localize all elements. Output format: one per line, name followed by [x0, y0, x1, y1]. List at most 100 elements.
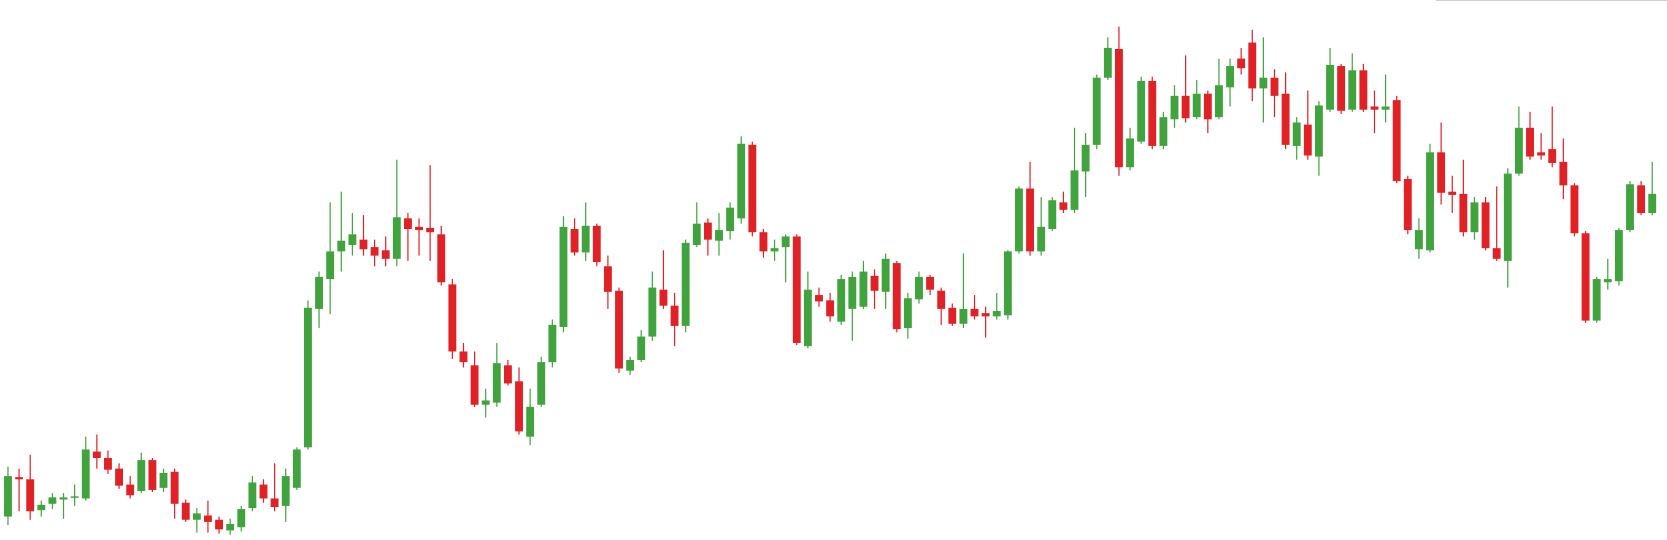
candle-body	[1648, 193, 1657, 214]
candle-body	[192, 513, 201, 520]
candle-body	[526, 406, 535, 437]
candle-body	[259, 484, 268, 499]
candle-body	[1426, 152, 1434, 251]
candle-body	[715, 230, 723, 241]
candle-body	[392, 217, 401, 259]
candle-body	[1359, 70, 1368, 110]
candle-body	[1614, 230, 1623, 282]
candle-body	[359, 239, 368, 250]
candle-body	[1437, 152, 1446, 193]
candle-body	[826, 300, 835, 317]
candle-body	[415, 226, 423, 231]
candle-body	[492, 363, 501, 403]
candle-body	[481, 400, 490, 405]
candle-body	[26, 479, 35, 512]
candle-body	[937, 290, 946, 309]
candle-body	[803, 289, 812, 347]
candle-body	[403, 218, 412, 229]
candle-body	[170, 471, 179, 504]
candle-body	[1270, 77, 1279, 96]
candle-body	[292, 449, 301, 488]
candle-body	[1559, 161, 1568, 186]
candle-body	[37, 504, 46, 511]
candle-body	[1126, 138, 1134, 168]
candle-body	[1115, 48, 1123, 168]
candle-body	[1448, 191, 1457, 195]
candle-body	[881, 258, 890, 292]
candle-body	[1514, 127, 1523, 174]
candle-body	[1348, 70, 1357, 110]
candle-body	[1492, 248, 1501, 259]
candle-body	[959, 308, 968, 324]
candle-body	[1215, 85, 1223, 118]
candle-body	[1292, 122, 1301, 146]
candle-body	[892, 263, 901, 330]
candle-body	[1148, 80, 1157, 146]
candle-body	[1526, 127, 1534, 157]
candle-body	[570, 228, 579, 253]
candle-body	[426, 227, 435, 233]
candle-body	[770, 248, 779, 252]
candle-body	[459, 351, 468, 363]
candle-body	[1037, 226, 1046, 252]
candle-body	[1237, 58, 1246, 69]
candle-body	[1414, 230, 1423, 250]
candle-body	[870, 275, 879, 291]
candle-body	[1070, 170, 1079, 210]
candle-body	[515, 381, 523, 432]
candle-body	[948, 307, 957, 324]
candle-body	[215, 519, 223, 530]
candle-body	[348, 234, 357, 245]
candle-body	[137, 460, 146, 492]
candle-body	[326, 251, 335, 280]
candle-body	[1603, 279, 1612, 283]
candle-body	[681, 242, 690, 326]
candle-body	[1403, 178, 1412, 231]
candle-body	[1203, 93, 1212, 120]
candle-body	[1003, 251, 1012, 316]
candle-body	[837, 279, 846, 322]
candle-body	[148, 460, 157, 490]
candle-body	[615, 290, 623, 369]
candle-body	[1314, 105, 1323, 157]
candle-body	[1226, 66, 1234, 88]
candle-body	[759, 232, 768, 252]
candle-body	[1137, 80, 1146, 142]
candle-body	[115, 468, 124, 486]
candle-body	[1370, 106, 1379, 110]
candle-body	[1081, 144, 1090, 172]
candle-body	[448, 284, 457, 352]
candle-body	[237, 509, 246, 528]
candle-body	[204, 515, 212, 522]
candle-body	[981, 313, 990, 317]
candle-body	[726, 207, 735, 232]
candle-body	[815, 295, 823, 302]
candle-body	[126, 484, 135, 496]
candle-body	[970, 308, 979, 317]
candle-body	[1170, 95, 1179, 120]
candle-body	[848, 276, 857, 309]
candle-body	[548, 324, 557, 363]
candle-body	[48, 497, 57, 504]
candle-body	[1281, 93, 1290, 145]
candle-body	[1259, 77, 1268, 89]
candle-body	[1092, 77, 1101, 145]
candle-body	[1459, 193, 1468, 233]
candle-body	[1159, 117, 1168, 146]
candle-body	[1181, 95, 1190, 119]
candle-body	[304, 307, 312, 448]
candle-body	[226, 524, 235, 531]
candle-body	[659, 289, 668, 306]
candle-body	[903, 298, 912, 329]
candle-body	[503, 365, 512, 384]
candle-body	[703, 222, 712, 240]
candle-body	[270, 498, 279, 507]
candle-body	[1192, 93, 1201, 118]
candle-body	[248, 482, 257, 509]
candle-body	[592, 225, 601, 263]
candle-body	[737, 143, 746, 219]
candle-body	[692, 223, 701, 245]
candle-body	[470, 365, 479, 405]
candle-body	[15, 477, 24, 480]
